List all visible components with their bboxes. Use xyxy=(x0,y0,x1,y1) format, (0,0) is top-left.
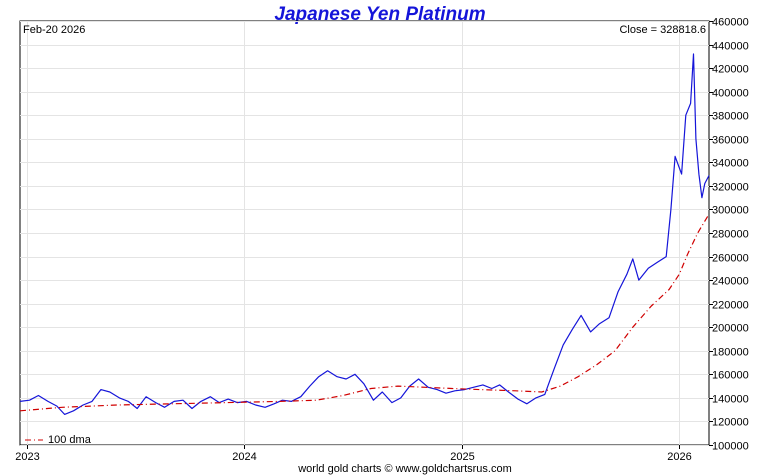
y-tick-label: 240000 xyxy=(712,276,749,288)
x-tick-label: 2024 xyxy=(232,451,256,463)
x-tick-label: 2025 xyxy=(450,451,474,463)
dma-series-line xyxy=(19,213,710,412)
legend-dma-label: 100 dma xyxy=(48,434,92,446)
grid-layer xyxy=(20,21,709,446)
y-tick-label: 260000 xyxy=(712,253,749,265)
footer-credit: world gold charts © www.goldchartsrus.co… xyxy=(297,463,512,475)
y-tick-label: 140000 xyxy=(712,394,749,406)
y-tick-label: 340000 xyxy=(712,158,749,170)
y-tick-label: 220000 xyxy=(712,300,749,312)
y-tick-label: 400000 xyxy=(712,88,749,100)
close-label: Close = 328818.6 xyxy=(619,24,706,36)
y-tick-label: 200000 xyxy=(712,323,749,335)
date-label: Feb-20 2026 xyxy=(23,24,85,36)
y-tick-label: 300000 xyxy=(712,205,749,217)
y-tick-label: 280000 xyxy=(712,229,749,241)
y-tick-label: 420000 xyxy=(712,64,749,76)
axis-layer: 100000 120000 140000 160000 180000 200000 2200… xyxy=(15,17,748,464)
y-tick-label: 120000 xyxy=(712,417,749,429)
y-tick-label: 160000 xyxy=(712,370,749,382)
y-tick-label: 440000 xyxy=(712,41,749,53)
chart-title: Japanese Yen Platinum xyxy=(274,4,485,25)
y-tick-label: 460000 xyxy=(712,17,749,29)
y-tick-label: 100000 xyxy=(712,441,749,453)
y-tick-label: 180000 xyxy=(712,347,749,359)
y-tick-label: 380000 xyxy=(712,111,749,123)
x-tick-label: 2026 xyxy=(667,451,691,463)
series-layer xyxy=(19,53,710,415)
y-tick-label: 360000 xyxy=(712,135,749,147)
x-tick-label: 2023 xyxy=(15,451,39,463)
y-tick-label: 320000 xyxy=(712,182,749,194)
price-series-line xyxy=(19,53,710,415)
